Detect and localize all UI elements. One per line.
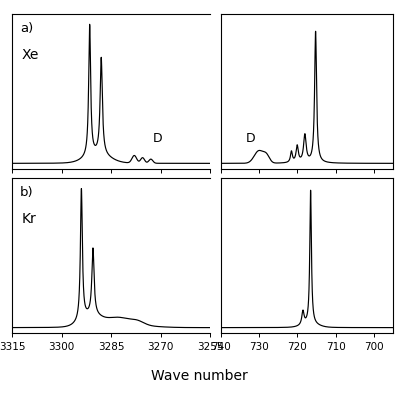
Text: Wave number: Wave number	[151, 369, 248, 383]
Text: D: D	[245, 132, 255, 145]
Text: Xe: Xe	[22, 48, 39, 62]
Text: Kr: Kr	[22, 212, 37, 226]
Text: a): a)	[20, 22, 33, 35]
Text: b): b)	[20, 186, 34, 199]
Text: D: D	[152, 132, 162, 145]
